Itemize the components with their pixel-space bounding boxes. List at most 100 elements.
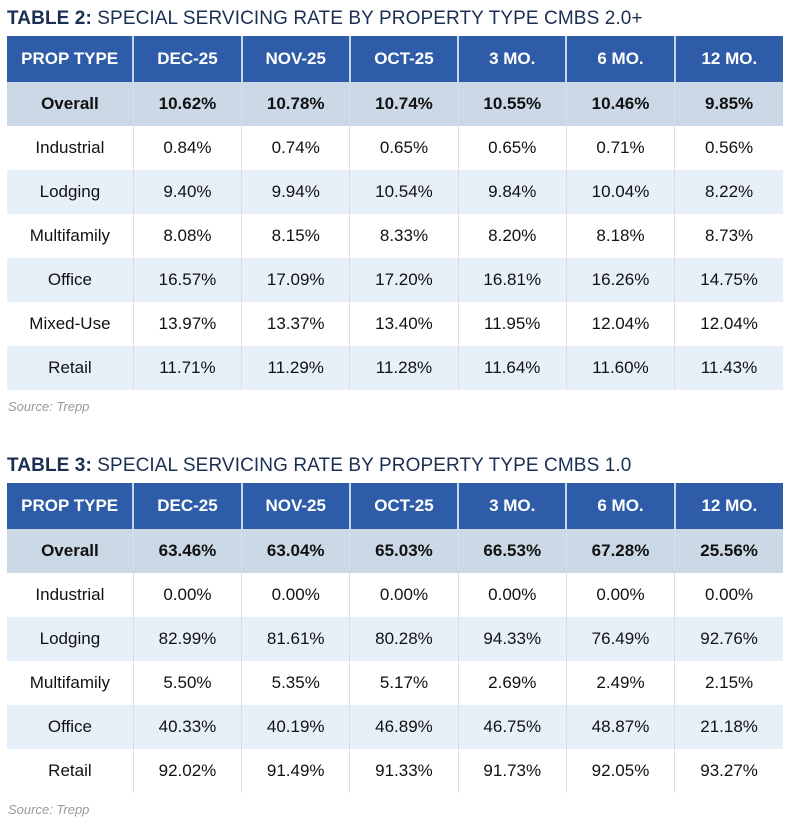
rate-cell: 63.04% <box>241 529 350 573</box>
rate-cell: 66.53% <box>457 529 567 573</box>
table-row: Office 40.33% 40.19% 46.89% 46.75% 48.87% 21.1… <box>7 705 783 749</box>
rate-cell: 91.33% <box>349 749 459 793</box>
rate-cell: 46.75% <box>457 705 567 749</box>
rate-cell: 17.20% <box>349 258 459 302</box>
column-header: 3 MO. <box>457 483 567 529</box>
property-type-cell: Retail <box>7 346 134 390</box>
property-type-cell: Office <box>7 258 134 302</box>
rate-cell: 5.17% <box>349 661 459 705</box>
rate-cell: 8.15% <box>241 214 350 258</box>
rate-cell: 0.00% <box>241 573 350 617</box>
column-header: NOV-25 <box>240 36 350 82</box>
rate-cell: 2.69% <box>457 661 567 705</box>
table-row: Overall 63.46% 63.04% 65.03% 66.53% 67.28% 25.… <box>7 529 783 573</box>
rate-cell: 46.89% <box>349 705 459 749</box>
rate-cell: 93.27% <box>674 749 783 793</box>
rate-cell: 0.65% <box>349 126 459 170</box>
rate-cell: 2.15% <box>674 661 783 705</box>
rate-cell: 11.29% <box>241 346 350 390</box>
rate-cell: 10.78% <box>241 82 350 126</box>
column-header: 12 MO. <box>673 36 783 82</box>
rate-cell: 8.33% <box>349 214 459 258</box>
rate-cell: 9.40% <box>132 170 242 214</box>
rate-cell: 67.28% <box>565 529 675 573</box>
rate-cell: 9.85% <box>674 82 783 126</box>
property-type-cell: Industrial <box>35 138 105 157</box>
rate-cell: 82.99% <box>132 617 242 661</box>
rate-cell: 11.64% <box>457 346 567 390</box>
rate-cell: 9.94% <box>241 170 350 214</box>
rate-cell: 92.76% <box>674 617 783 661</box>
column-header: 6 MO. <box>565 483 675 529</box>
rate-cell: 12.04% <box>674 302 783 346</box>
table-3: PROP TYPE DEC-25 NOV-25 OCT-25 3 MO. 6 MO. 12 … <box>7 483 783 793</box>
rate-cell: 25.56% <box>674 529 783 573</box>
rate-cell: 8.22% <box>674 170 783 214</box>
rate-cell: 10.74% <box>349 82 459 126</box>
property-type-cell: Lodging <box>7 617 134 661</box>
table-row: Retail 92.02% 91.49% 91.33% 91.73% 92.05% 93.2… <box>7 749 783 793</box>
table-row: Lodging 9.40% 9.94% 10.54% 9.84% 10.04% 8.22% <box>7 170 783 214</box>
rate-cell: 80.28% <box>349 617 459 661</box>
rate-cell: 8.18% <box>565 214 675 258</box>
rate-cell: 17.09% <box>241 258 350 302</box>
property-type-cell: Multifamily <box>29 226 111 245</box>
column-header: OCT-25 <box>348 36 459 82</box>
table-row: Mixed-Use 13.97% 13.37% 13.40% 11.95% 12.04% 1… <box>7 302 783 346</box>
rate-cell: 14.75% <box>674 258 783 302</box>
property-type-cell: Mixed-Use <box>29 314 111 333</box>
rate-cell: 11.60% <box>565 346 675 390</box>
table-row: Retail 11.71% 11.29% 11.28% 11.64% 11.60% 11.4… <box>7 346 783 390</box>
rate-cell: 0.74% <box>241 126 350 170</box>
table-row: Industrial 0.00% 0.00% 0.00% 0.00% 0.00% 0.00% <box>7 573 783 617</box>
column-header: PROP TYPE <box>7 36 134 82</box>
property-type-cell: Lodging <box>7 170 134 214</box>
column-header: OCT-25 <box>348 483 459 529</box>
rate-cell: 0.00% <box>132 573 242 617</box>
rate-cell: 0.65% <box>457 126 567 170</box>
rate-cell: 13.40% <box>349 302 459 346</box>
rate-cell: 48.87% <box>565 705 675 749</box>
rate-cell: 11.95% <box>457 302 567 346</box>
rate-cell: 40.19% <box>241 705 350 749</box>
rate-cell: 16.57% <box>132 258 242 302</box>
rate-cell: 94.33% <box>457 617 567 661</box>
column-header: 3 MO. <box>457 36 567 82</box>
rate-cell: 16.81% <box>457 258 567 302</box>
table-3-source: Source: Trepp <box>8 802 90 817</box>
rate-cell: 92.05% <box>565 749 675 793</box>
table-3-title: TABLE 3: SPECIAL SERVICING RATE BY PROPE… <box>7 455 631 477</box>
rate-cell: 8.20% <box>457 214 567 258</box>
rate-cell: 5.50% <box>132 661 242 705</box>
rate-cell: 11.28% <box>349 346 459 390</box>
rate-cell: 76.49% <box>565 617 675 661</box>
table-2-title: TABLE 2: SPECIAL SERVICING RATE BY PROPE… <box>7 8 643 30</box>
table-row: Office 16.57% 17.09% 17.20% 16.81% 16.26% 14.7… <box>7 258 783 302</box>
rate-cell: 10.62% <box>132 82 242 126</box>
header-row: PROP TYPE DEC-25 NOV-25 OCT-25 3 MO. 6 MO. 12 … <box>7 36 783 82</box>
rate-cell: 21.18% <box>674 705 783 749</box>
rate-cell: 91.49% <box>241 749 350 793</box>
property-type-cell: Retail <box>48 761 92 780</box>
column-header: 6 MO. <box>565 36 675 82</box>
property-type-cell: Office <box>7 705 134 749</box>
table-row: Overall 10.62% 10.78% 10.74% 10.55% 10.46% 9.8… <box>7 82 783 126</box>
column-header: DEC-25 <box>132 36 242 82</box>
rate-cell: 10.04% <box>565 170 675 214</box>
rate-cell: 91.73% <box>457 749 567 793</box>
rate-cell: 0.00% <box>457 573 567 617</box>
rate-cell: 11.71% <box>132 346 242 390</box>
rate-cell: 81.61% <box>241 617 350 661</box>
rate-cell: 2.49% <box>565 661 675 705</box>
rate-cell: 10.55% <box>457 82 567 126</box>
table-2-title-text: SPECIAL SERVICING RATE BY PROPERTY TYPE … <box>91 8 643 29</box>
table-row: Lodging 82.99% 81.61% 80.28% 94.33% 76.49% 92.… <box>7 617 783 661</box>
column-header: DEC-25 <box>132 483 242 529</box>
table-row: Industrial 0.84% 0.74% 0.65% 0.65% 0.71% 0.56% <box>7 126 783 170</box>
rate-cell: 5.35% <box>241 661 350 705</box>
rate-cell: 8.73% <box>674 214 783 258</box>
rate-cell: 10.54% <box>349 170 459 214</box>
rate-cell: 0.00% <box>349 573 459 617</box>
column-header: NOV-25 <box>240 483 350 529</box>
rate-cell: 92.02% <box>132 749 242 793</box>
